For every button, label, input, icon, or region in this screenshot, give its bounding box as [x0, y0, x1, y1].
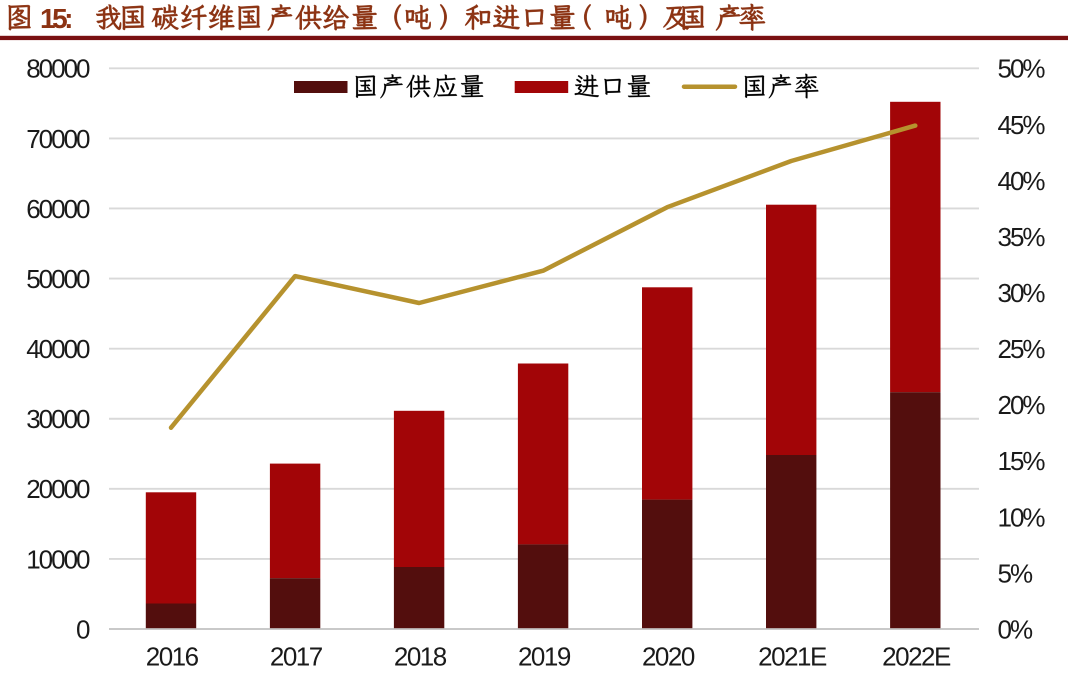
svg-text:45%: 45% — [998, 110, 1046, 140]
svg-text:35%: 35% — [998, 222, 1046, 252]
svg-text:2016: 2016 — [146, 642, 199, 672]
svg-text:40000: 40000 — [26, 334, 90, 364]
svg-text:2022E: 2022E — [882, 642, 951, 672]
svg-text:30%: 30% — [998, 278, 1046, 308]
svg-text:2018: 2018 — [394, 642, 447, 672]
svg-text:25%: 25% — [998, 334, 1046, 364]
svg-text:60000: 60000 — [26, 194, 90, 224]
svg-text:50%: 50% — [998, 54, 1046, 84]
svg-text:80000: 80000 — [26, 54, 90, 84]
svg-text:10000: 10000 — [26, 544, 90, 574]
svg-text:2020: 2020 — [642, 642, 695, 672]
svg-text:20000: 20000 — [26, 474, 90, 504]
svg-text:2021E: 2021E — [758, 642, 827, 672]
svg-text:70000: 70000 — [26, 124, 90, 154]
svg-text:2017: 2017 — [270, 642, 323, 672]
svg-text:30000: 30000 — [26, 404, 90, 434]
svg-text:15%: 15% — [998, 446, 1046, 476]
svg-text:0%: 0% — [998, 614, 1033, 644]
svg-text:40%: 40% — [998, 166, 1046, 196]
svg-text:20%: 20% — [998, 390, 1046, 420]
svg-text:50000: 50000 — [26, 264, 90, 294]
svg-text:10%: 10% — [998, 502, 1046, 532]
svg-text:15:: 15: — [40, 3, 71, 34]
svg-text:0: 0 — [76, 614, 90, 644]
svg-text:5%: 5% — [998, 558, 1033, 588]
svg-text:2019: 2019 — [518, 642, 571, 672]
